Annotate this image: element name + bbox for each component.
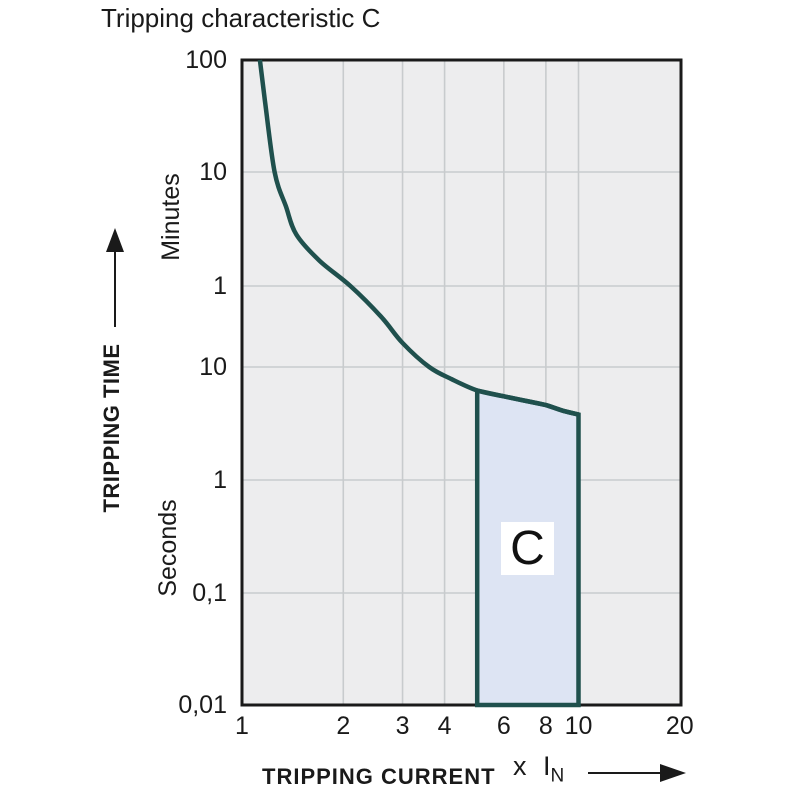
y-tick-label: 0,1 bbox=[192, 579, 227, 607]
x-tick-label: 6 bbox=[496, 712, 511, 740]
y-tick-label: 10 bbox=[199, 158, 227, 186]
x-axis-unit: x IN bbox=[513, 751, 564, 787]
x-tick-label: 1 bbox=[235, 712, 249, 740]
x-tick-label: 3 bbox=[395, 712, 410, 740]
x-tick-label: 4 bbox=[437, 712, 452, 740]
x-axis-unit-subscript: N bbox=[550, 765, 565, 787]
x-tick-label: 2 bbox=[336, 712, 351, 740]
y-tick-label: 100 bbox=[185, 46, 227, 74]
y-tick-label: 1 bbox=[213, 466, 227, 494]
x-axis-arrow-icon bbox=[588, 764, 686, 782]
tripping-curve bbox=[257, 59, 580, 417]
y-tick-label: 0,01 bbox=[178, 691, 227, 719]
plot-frame bbox=[240, 58, 683, 707]
y-tick-label: 1 bbox=[213, 272, 227, 300]
region-label: C bbox=[501, 522, 554, 575]
x-axis-unit-prefix: x I bbox=[513, 751, 551, 781]
y-axis-title: TRIPPING TIME bbox=[99, 343, 124, 513]
x-tick-label: 8 bbox=[538, 712, 553, 740]
y-tick-label: 10 bbox=[199, 353, 227, 381]
x-axis-title: TRIPPING CURRENT bbox=[262, 764, 496, 789]
x-tick-label: 20 bbox=[665, 712, 694, 740]
chart-title: Tripping characteristic C bbox=[101, 3, 381, 33]
x-tick-label: 10 bbox=[564, 712, 593, 740]
y-axis-arrow-icon bbox=[106, 228, 124, 327]
